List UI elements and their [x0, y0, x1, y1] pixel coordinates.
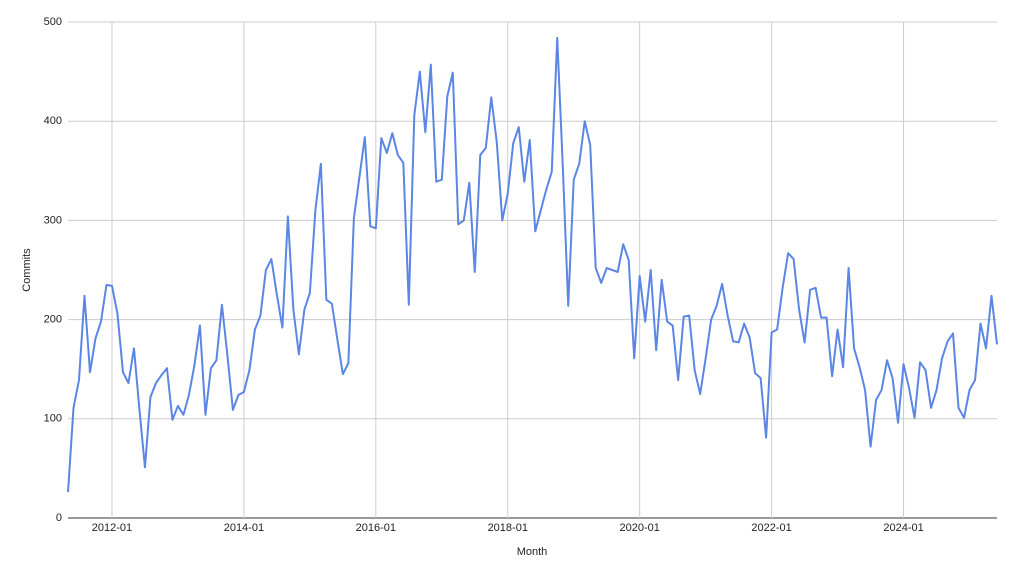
x-axis-label: Month	[517, 546, 548, 558]
y-tick-label: 0	[56, 512, 62, 524]
x-tick-label: 2022-01	[751, 522, 791, 534]
data-line	[67, 36, 998, 493]
y-tick-label: 200	[44, 314, 62, 326]
x-tick-label: 2018-01	[488, 522, 528, 534]
y-tick-label: 500	[44, 16, 62, 28]
x-tick-label: 2014-01	[224, 522, 264, 534]
y-tick-label: 300	[44, 214, 62, 226]
y-tick-label: 400	[44, 115, 62, 127]
x-tick-label: 2020-01	[620, 522, 660, 534]
y-tick-label: 100	[44, 413, 62, 425]
x-tick-label: 2016-01	[356, 522, 396, 534]
y-axis-label: Commits	[21, 248, 33, 292]
x-tick-label: 2012-01	[92, 522, 132, 534]
x-tick-label: 2024-01	[883, 522, 923, 534]
